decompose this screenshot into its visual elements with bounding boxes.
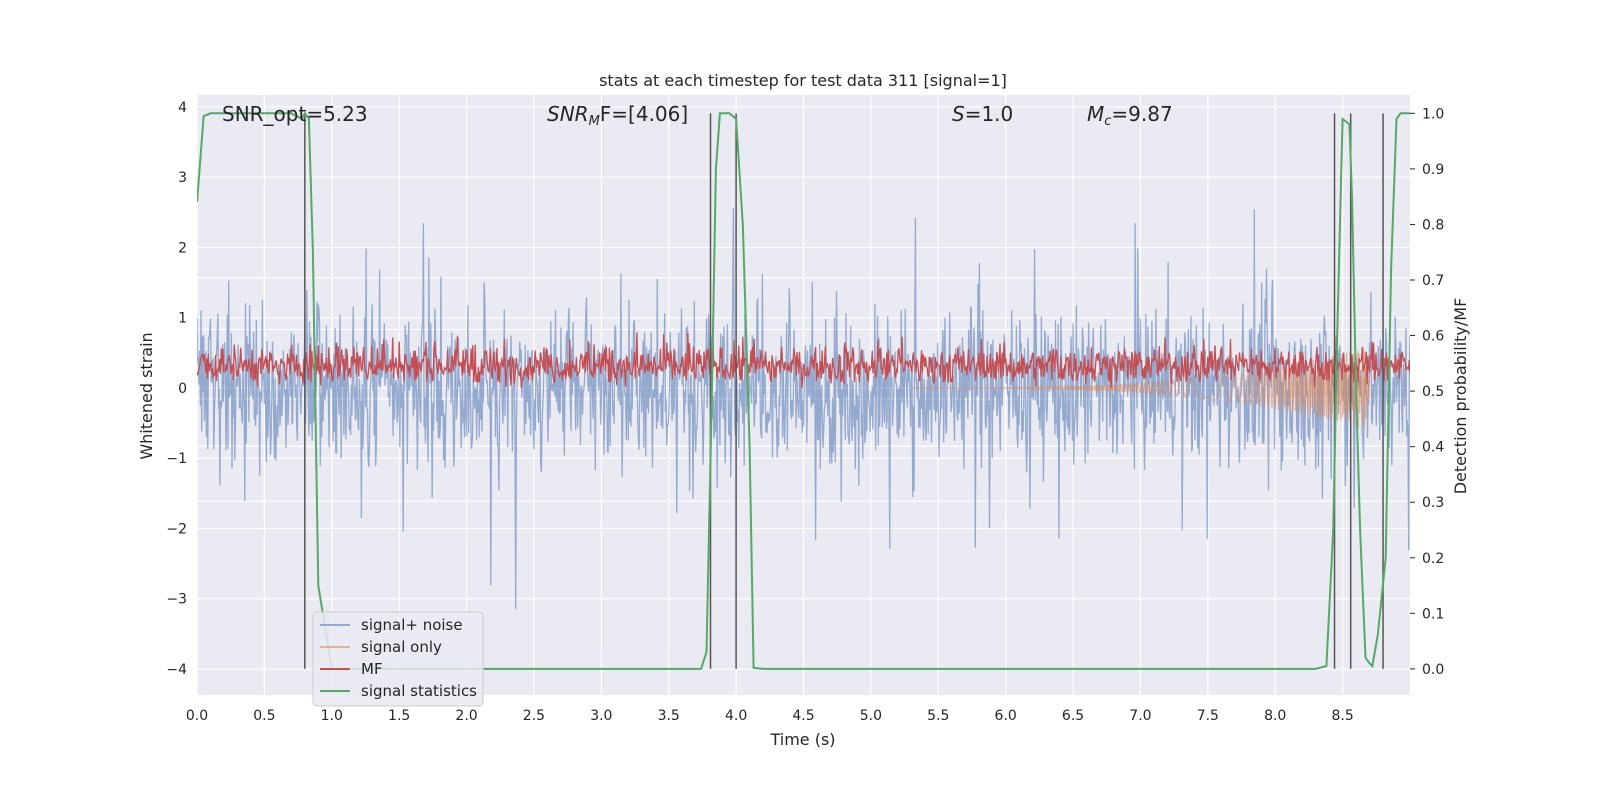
legend-box [312, 611, 484, 707]
y-tick-label: 1 [178, 311, 187, 327]
y2-tick-label: 0.4 [1422, 440, 1444, 456]
y2-tick-label: 0.2 [1422, 551, 1444, 567]
y2-tick-label: 1.0 [1422, 106, 1444, 122]
mf-line [197, 332, 1410, 389]
y2-tick-label: 0.5 [1422, 384, 1444, 400]
x-tick-label: 8.5 [1331, 708, 1353, 724]
y2-axis-label: Detection probability/MF [1451, 298, 1470, 495]
legend-label-mf: MF [361, 660, 383, 678]
annotation-snr-mf: SNRMF=[4.06] [547, 102, 688, 129]
y-axis-label: Whitened strain [137, 332, 156, 459]
y-tick-label: −4 [166, 662, 187, 678]
y2-tick-label: 0.7 [1422, 273, 1444, 289]
y-tick-label: 4 [178, 100, 187, 116]
y2-tick-label: 0.1 [1422, 606, 1444, 622]
signal-only-line [911, 347, 1371, 429]
signal-statistics-line [197, 111, 1410, 670]
annotation-mc-sub: c [1104, 114, 1111, 129]
annotation-snr-mf-rest: F=[4.06] [600, 102, 688, 126]
x-tick-label: 6.0 [995, 708, 1017, 724]
x-tick-label: 4.5 [792, 708, 814, 724]
annotations: SNR_opt=5.23 SNRMF=[4.06] S=1.0 Mc=9.87 [222, 102, 1173, 129]
annotation-s-var: S [952, 102, 965, 126]
chart-title: stats at each timestep for test data 311… [599, 71, 1007, 90]
y-tick-label: −1 [166, 451, 187, 467]
x-tick-label: 5.5 [927, 708, 949, 724]
x-tick-label: 8.0 [1264, 708, 1286, 724]
annotation-mc-var: M [1087, 102, 1104, 126]
y2-tick-label: 0.3 [1422, 495, 1444, 511]
y2-axis-ticks: 1.0 0.9 0.8 0.7 0.6 0.5 0.4 0.3 0.2 0.1 0.0 [1410, 106, 1444, 678]
x-tick-label: 1.5 [388, 708, 410, 724]
x-tick-label: 6.5 [1062, 708, 1084, 724]
x-tick-label: 2.0 [455, 708, 477, 724]
y-axis-ticks: 4 3 2 1 0 −1 −2 −3 −4 [166, 100, 187, 678]
x-tick-label: 0.0 [186, 708, 208, 724]
vertical-markers [304, 113, 1384, 669]
annotation-snr-opt: SNR_opt=5.23 [222, 102, 368, 126]
legend-label-signal: signal only [361, 638, 442, 656]
annotation-mc: Mc=9.87 [1087, 102, 1173, 129]
x-axis-ticks: 0.0 0.5 1.0 1.5 2.0 2.5 3.0 3.5 4.0 4.5 5.0 5.5 6.0 6… [186, 708, 1354, 724]
x-tick-label: 7.0 [1129, 708, 1151, 724]
x-tick-label: 7.5 [1197, 708, 1219, 724]
y2-tick-label: 0.6 [1422, 329, 1444, 345]
y-tick-label: −2 [166, 521, 187, 537]
annotation-snr-mf-sub: M [589, 114, 600, 129]
x-tick-label: 0.5 [253, 708, 275, 724]
x-tick-label: 3.0 [590, 708, 612, 724]
signal-statistics-series [197, 111, 1410, 670]
x-axis-label: Time (s) [769, 730, 835, 749]
annotation-s: S=1.0 [952, 102, 1013, 126]
y-tick-label: 0 [178, 381, 187, 397]
legend-label-noise: signal+ noise [361, 616, 463, 634]
mf-series [197, 332, 1410, 389]
y2-tick-label: 0.8 [1422, 217, 1444, 233]
signal-only-series [911, 347, 1371, 429]
legend-label-stat: signal statistics [361, 682, 477, 700]
x-tick-label: 2.5 [523, 708, 545, 724]
y-tick-label: 2 [178, 240, 187, 256]
y-tick-label: −3 [166, 592, 187, 608]
annotation-mc-rest: =9.87 [1111, 102, 1172, 126]
annotation-s-rest: =1.0 [965, 102, 1014, 126]
x-tick-label: 5.0 [860, 708, 882, 724]
y2-tick-label: 0.9 [1422, 162, 1444, 178]
x-tick-label: 4.0 [725, 708, 747, 724]
y-tick-label: 3 [178, 170, 187, 186]
x-tick-label: 3.5 [658, 708, 680, 724]
x-tick-label: 1.0 [321, 708, 343, 724]
legend: signal+ noise signal only MF signal stat… [312, 611, 484, 707]
y2-tick-label: 0.0 [1422, 662, 1444, 678]
annotation-snr-mf-var: SNR [547, 102, 589, 126]
